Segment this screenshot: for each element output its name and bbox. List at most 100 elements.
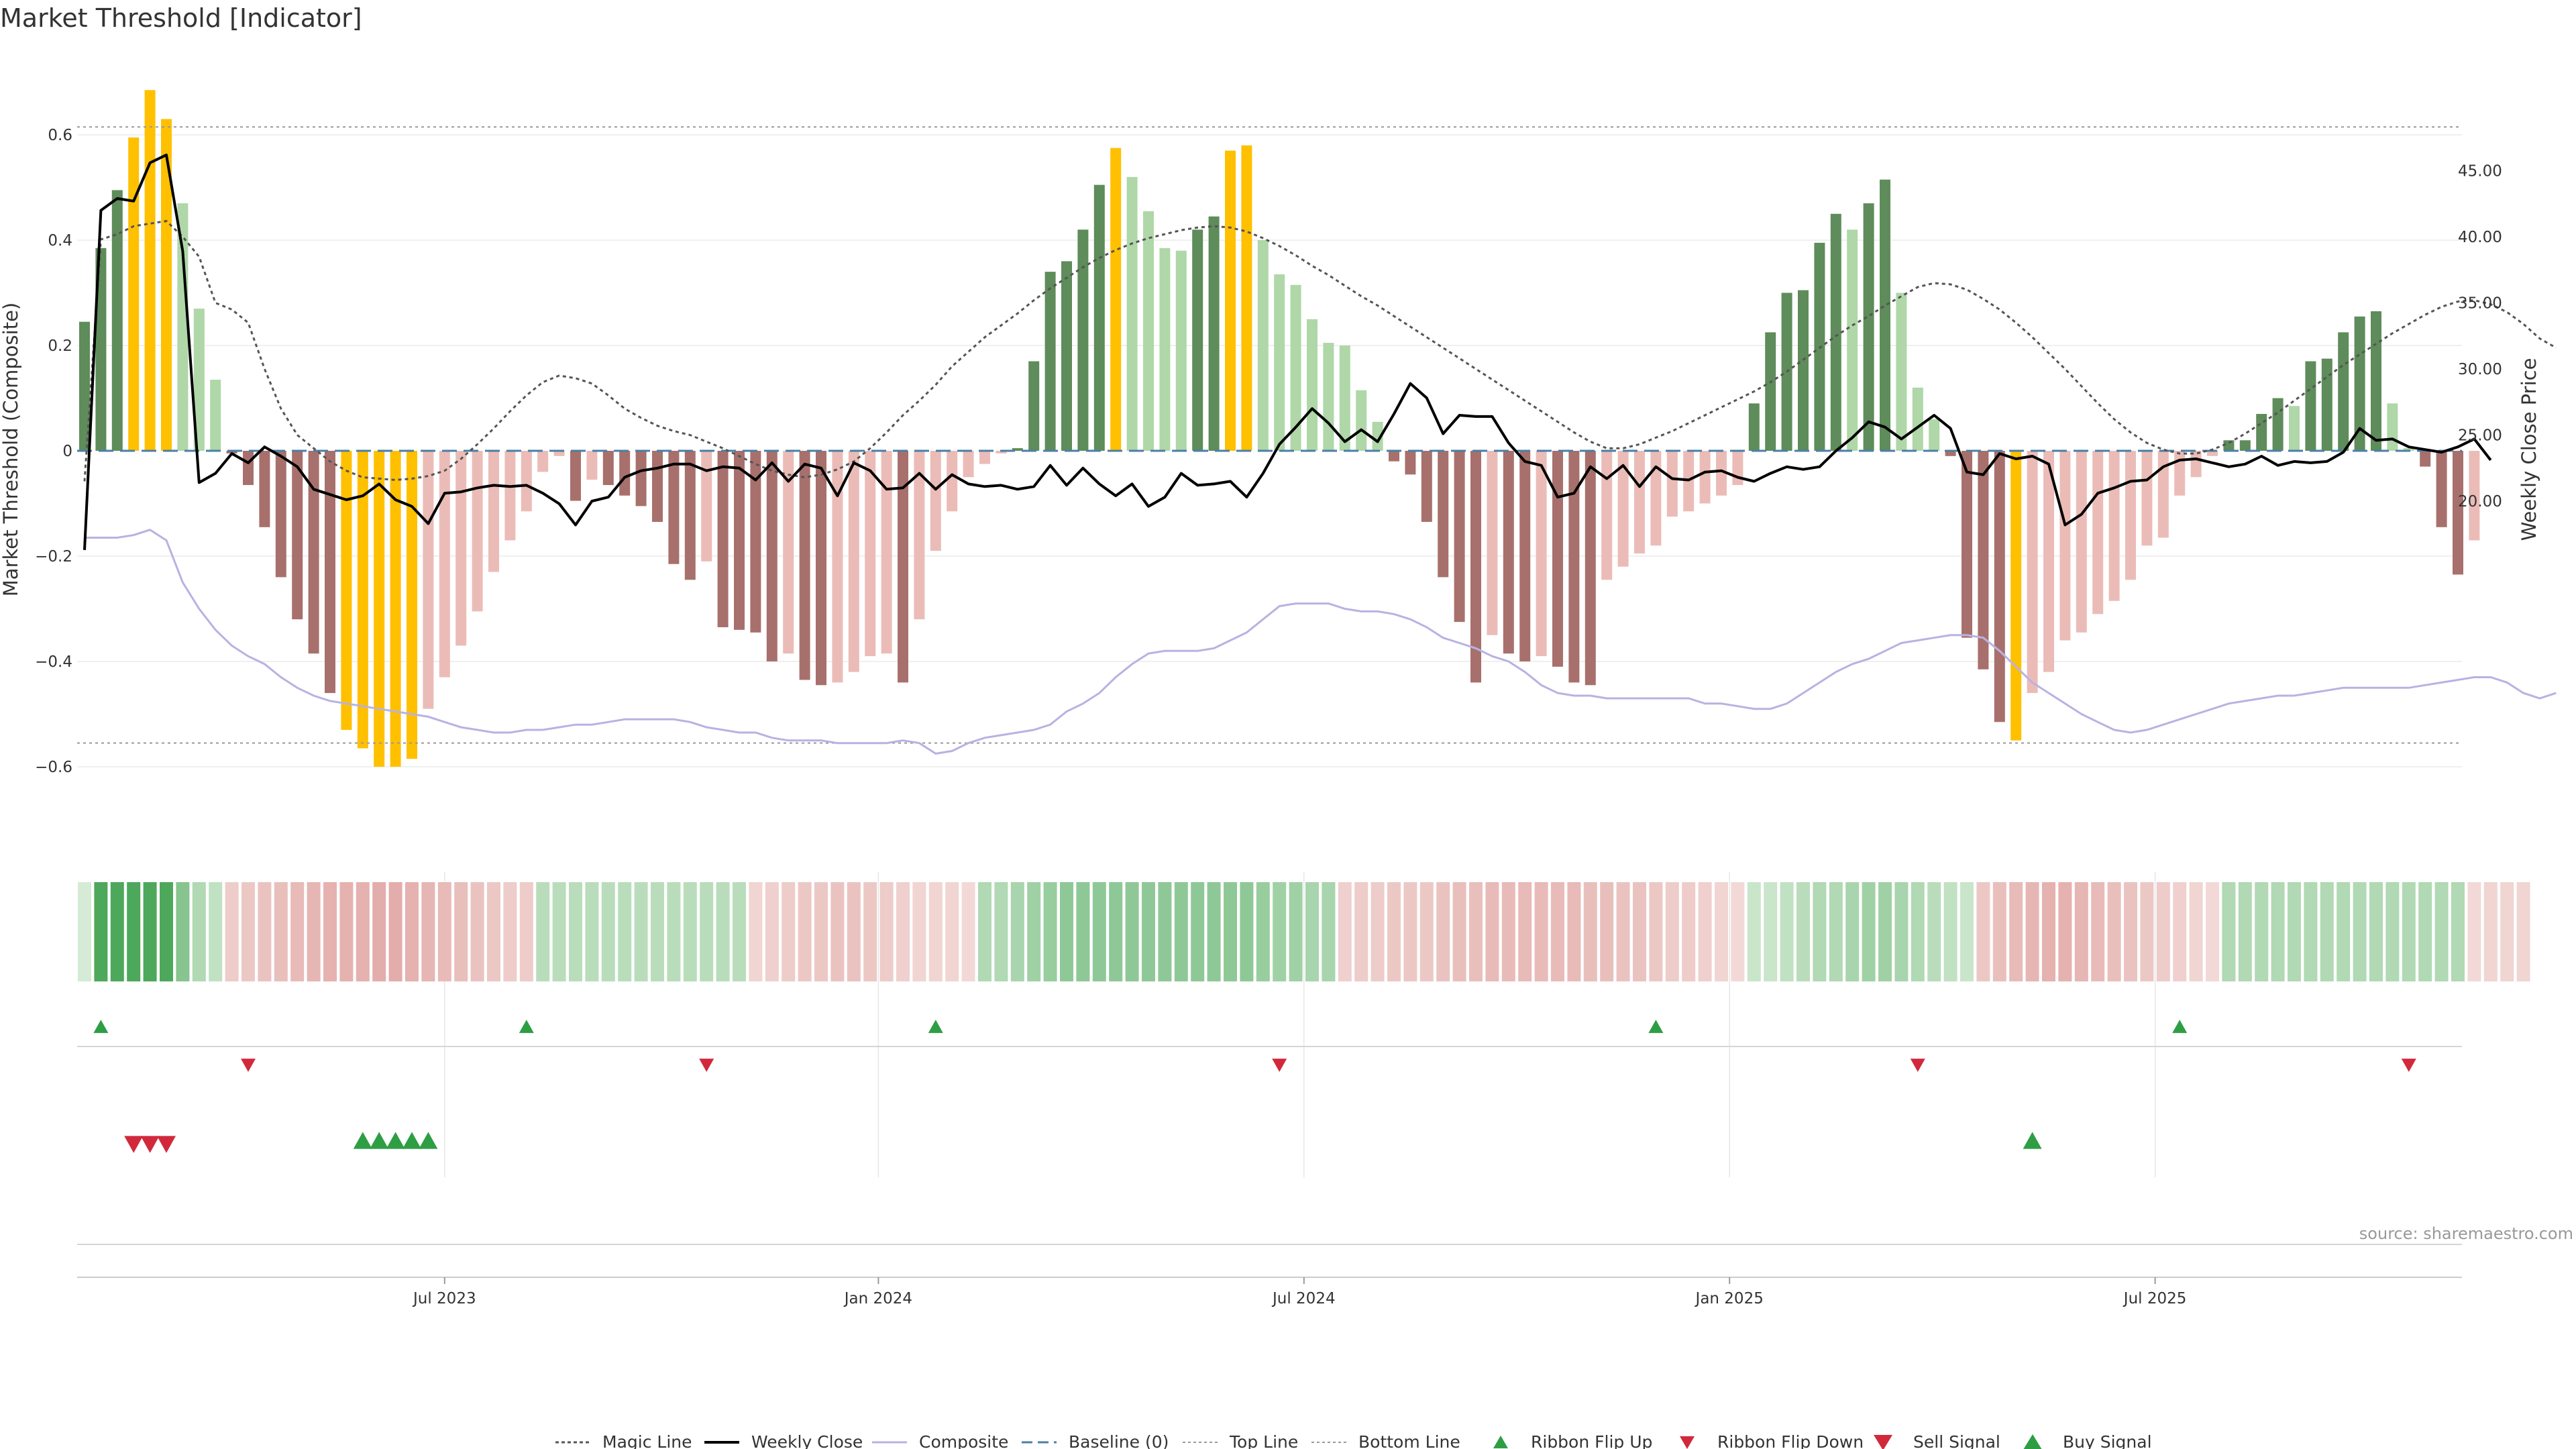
legend-swatch-buy-signal: [2023, 1434, 2042, 1449]
legend-swatch-sell-signal: [1874, 1435, 1892, 1449]
composite-bar-103: [1765, 332, 1776, 451]
ribbon-cell-103: [1764, 882, 1778, 981]
ribbon-cell-148: [2500, 882, 2514, 981]
y-left-axis-title: Market Threshold (Composite): [0, 303, 22, 596]
ribbon-cell-130: [2206, 882, 2219, 981]
ribbon-cell-49: [879, 882, 894, 981]
composite-bar-136: [2305, 361, 2316, 451]
composite-bar-47: [848, 451, 859, 672]
ribbon-cell-41: [749, 882, 763, 981]
composite-bar-56: [996, 451, 1007, 453]
ribbon-cell-6: [176, 882, 190, 981]
y-left-tick-label-4: −0.2: [35, 548, 72, 566]
legend-item-1: Weekly Close: [704, 1432, 863, 1449]
composite-bar-110: [1880, 179, 1890, 451]
ribbon-cell-20: [405, 882, 419, 981]
x-tick-label-3: Jan 2025: [1695, 1290, 1764, 1307]
composite-bar-68: [1192, 229, 1203, 451]
composite-bar-66: [1159, 248, 1171, 451]
ribbon-cell-24: [470, 882, 484, 981]
y-right-tick-label-5: 20.00: [2458, 493, 2502, 511]
sell-signal-marker-2: [157, 1136, 176, 1153]
ribbon-cell-0: [78, 882, 91, 981]
source-note: source: sharemaestro.com: [2359, 1224, 2573, 1243]
y-right-tick-label-2: 35.00: [2458, 295, 2502, 313]
ribbon-cell-18: [372, 882, 386, 981]
composite-bar-15: [325, 451, 335, 694]
composite-bar-74: [1290, 284, 1301, 451]
composite-bar-64: [1126, 176, 1138, 451]
composite-bar-10: [243, 451, 254, 486]
sell-signal-marker-0: [124, 1136, 144, 1153]
buy-signal-marker-3: [402, 1132, 421, 1149]
ribbon-flip-up-marker-0: [93, 1020, 109, 1033]
ribbon-cell-61: [1076, 882, 1090, 981]
buy-signal-marker-2: [386, 1132, 405, 1149]
composite-bar-76: [1323, 343, 1334, 451]
composite-bar-111: [1896, 292, 1907, 451]
x-tick-label-2: Jul 2024: [1271, 1290, 1336, 1307]
ribbon-cell-72: [1256, 882, 1270, 981]
ribbon-cell-38: [700, 882, 714, 981]
ribbon-cell-10: [241, 882, 255, 981]
ribbon-cell-91: [1567, 882, 1581, 981]
chart-lines: [77, 126, 2557, 755]
composite-bar-25: [488, 451, 499, 572]
composite-bar-33: [619, 451, 631, 496]
ribbon-cell-13: [290, 882, 305, 981]
ribbon-flip-down-marker-1: [699, 1059, 714, 1072]
composite-bar-138: [2338, 332, 2349, 451]
ribbon-cell-58: [1027, 882, 1041, 981]
ribbon-cell-92: [1583, 882, 1597, 981]
composite-bar-73: [1274, 274, 1285, 451]
ribbon-cell-146: [2467, 882, 2481, 981]
chart-title: Market Threshold [Indicator]: [0, 3, 362, 33]
composite-bars: [79, 90, 2480, 767]
ribbon-cell-111: [1894, 882, 1909, 981]
ribbon-cell-143: [2418, 882, 2432, 981]
ribbon-cell-74: [1289, 882, 1303, 981]
ribbon-cell-71: [1240, 882, 1254, 981]
ribbon-cell-147: [2483, 882, 2498, 981]
ribbon-cell-47: [847, 882, 861, 981]
composite-bar-61: [1077, 229, 1089, 451]
legend-label-4: Top Line: [1229, 1432, 1298, 1449]
composite-bar-91: [1568, 451, 1580, 683]
composite-bar-134: [2272, 398, 2284, 451]
ribbon-cell-142: [2402, 882, 2416, 981]
ribbon-cell-35: [651, 882, 664, 981]
ribbon-cell-8: [209, 882, 223, 981]
composite-bar-39: [717, 451, 729, 627]
composite-bar-44: [799, 451, 810, 680]
ribbon-cell-37: [683, 882, 697, 981]
ribbon-cell-5: [160, 882, 173, 981]
ribbon-cell-140: [2369, 882, 2383, 981]
composite-bar-80: [1389, 451, 1399, 462]
ribbon-cell-138: [2337, 882, 2351, 981]
composite-bar-123: [2092, 451, 2104, 614]
ribbon-flip-up-marker-3: [1648, 1020, 1664, 1033]
ribbon-cell-53: [945, 882, 959, 981]
composite-bar-19: [390, 451, 401, 767]
y-left-tick-label-5: −0.4: [35, 653, 72, 671]
composite-bar-105: [1798, 290, 1809, 451]
composite-bar-5: [161, 119, 172, 451]
legend-label-1: Weekly Close: [751, 1432, 863, 1449]
composite-bar-124: [2108, 451, 2120, 601]
composite-bar-4: [144, 90, 156, 451]
composite-bar-89: [1536, 451, 1547, 657]
ribbon-cell-70: [1224, 882, 1237, 981]
composite-bar-53: [947, 451, 958, 512]
ribbon-cell-98: [1682, 882, 1696, 981]
composite-bar-126: [2141, 451, 2153, 546]
composite-bar-24: [472, 451, 483, 612]
ribbon-cell-36: [667, 882, 681, 981]
composite-bar-121: [2059, 451, 2071, 641]
composite-bar-69: [1208, 216, 1220, 451]
ribbon-cell-97: [1665, 882, 1679, 981]
ribbon-cell-104: [1780, 882, 1794, 981]
ribbon-cell-95: [1633, 882, 1646, 981]
ribbon-cell-56: [994, 882, 1008, 981]
composite-line: [85, 529, 2557, 755]
ribbon-strip: [78, 882, 2530, 981]
